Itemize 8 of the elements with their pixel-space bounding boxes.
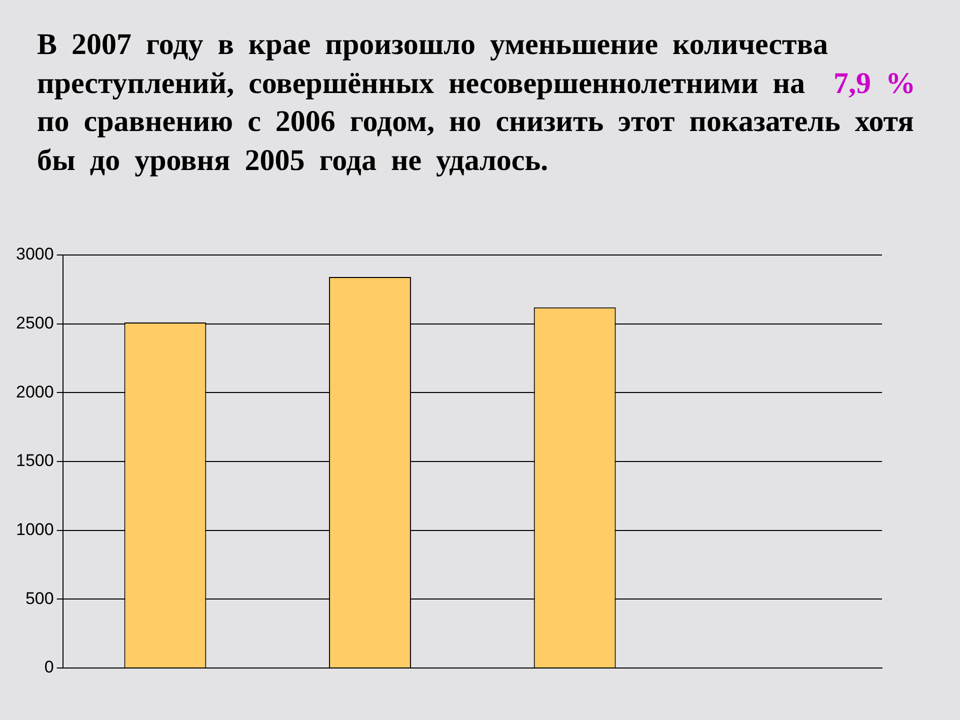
y-tick-label: 2500 <box>16 314 54 333</box>
chart-title: В 2007 году в крае произошло уменьшение количества преступлений, совершённых несовершеннолетними на 7,9 % по сравнению с 2006 годом, но снизить этот показатель хотя бы до уровня 2005 года не удалось. <box>37 28 916 176</box>
y-tick-label: 0 <box>44 658 54 677</box>
y-tick-label: 1000 <box>16 520 54 540</box>
y-tick-label: 3000 <box>16 244 54 264</box>
y-tick-label: 2000 <box>16 382 54 402</box>
y-tick-label: 1500 <box>16 451 54 470</box>
y-tick-label: 500 <box>25 588 54 608</box>
